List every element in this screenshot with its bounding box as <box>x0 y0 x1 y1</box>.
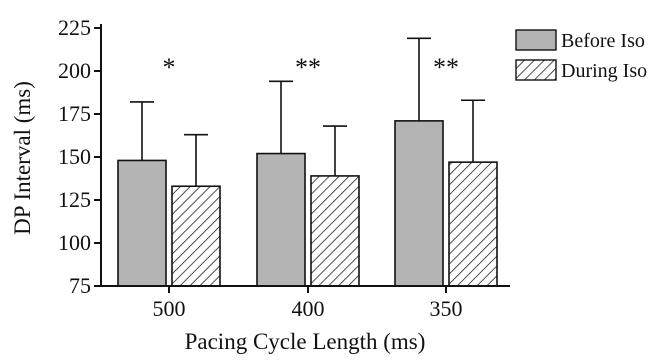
legend: Before Iso During Iso <box>515 29 647 82</box>
x-axis-title: Pacing Cycle Length (ms) <box>185 329 426 354</box>
y-tick-label: 100 <box>58 230 91 255</box>
significance-marker: * <box>163 53 176 82</box>
y-tick-label: 200 <box>58 58 91 83</box>
y-tick-label: 75 <box>69 273 91 298</box>
bar <box>171 185 221 287</box>
y-axis-title: DP Interval (ms) <box>10 81 35 235</box>
x-tick-label: 350 <box>430 296 463 321</box>
legend-label: Before Iso <box>561 30 645 52</box>
legend-swatch <box>515 29 557 51</box>
bar <box>310 175 360 287</box>
significance-marker: ** <box>433 53 459 82</box>
y-tick-label: 125 <box>58 187 91 212</box>
legend-swatch <box>515 59 557 81</box>
bar <box>448 161 498 287</box>
y-tick-label: 225 <box>58 15 91 40</box>
bar <box>394 120 444 287</box>
y-tick-label: 175 <box>58 101 91 126</box>
x-tick-label: 400 <box>292 296 325 321</box>
significance-marker: ** <box>295 53 321 82</box>
legend-label: During Iso <box>561 60 647 82</box>
y-tick-label: 150 <box>58 144 91 169</box>
bar <box>117 159 167 287</box>
x-tick-label: 500 <box>153 296 186 321</box>
bar <box>256 152 306 287</box>
